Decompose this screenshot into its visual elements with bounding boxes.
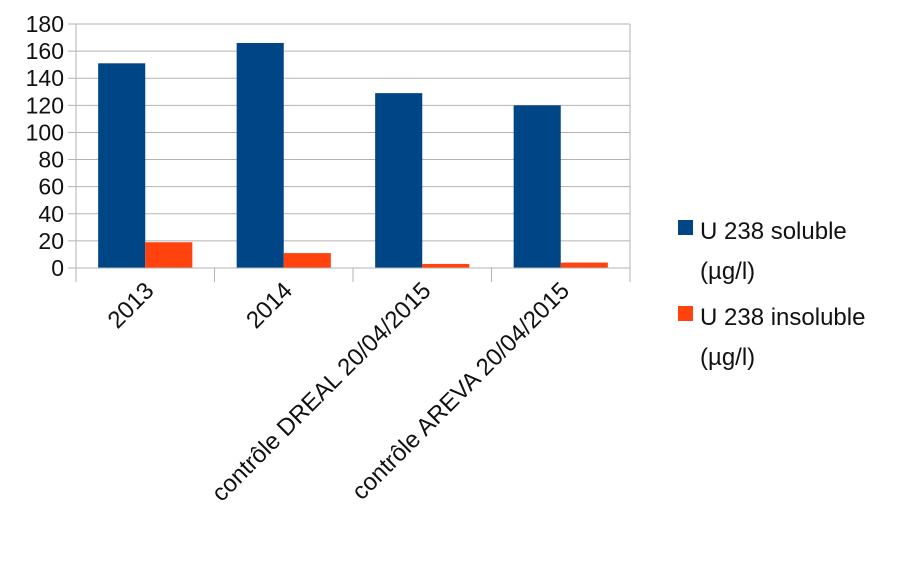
legend: U 238 soluble (µg/l) U 238 insoluble (µg… bbox=[678, 212, 893, 384]
bar-0-1 bbox=[236, 42, 284, 268]
bar-0-2 bbox=[375, 93, 423, 268]
y-tick-label-140: 140 bbox=[26, 65, 64, 91]
legend-label-soluble: U 238 soluble (µg/l) bbox=[700, 218, 847, 285]
bar-1-0 bbox=[145, 242, 193, 268]
x-tick-label-3: contrôle AREVA 20/04/2015 bbox=[347, 277, 575, 505]
y-tick-label-100: 100 bbox=[26, 119, 64, 145]
y-tick-label-20: 20 bbox=[38, 228, 64, 254]
x-tick-label-2: contrôle DREAL 20/04/2015 bbox=[207, 277, 437, 507]
y-tick-label-120: 120 bbox=[26, 92, 64, 118]
legend-swatch-insoluble bbox=[678, 306, 693, 321]
bar-1-2 bbox=[422, 263, 470, 268]
legend-item-soluble: U 238 soluble (µg/l) bbox=[678, 212, 893, 292]
y-tick-label-160: 160 bbox=[26, 38, 64, 64]
y-tick-label-0: 0 bbox=[51, 255, 64, 281]
y-tick-label-60: 60 bbox=[38, 174, 64, 200]
y-tick-label-180: 180 bbox=[26, 11, 64, 37]
y-tick-label-40: 40 bbox=[38, 201, 64, 227]
x-tick-label-1: 2014 bbox=[241, 277, 298, 334]
y-tick-label-80: 80 bbox=[38, 147, 64, 173]
bar-0-0 bbox=[98, 63, 146, 268]
x-tick-label-0: 2013 bbox=[103, 277, 160, 334]
bar-1-3 bbox=[560, 262, 608, 268]
legend-label-insoluble: U 238 insoluble (µg/l) bbox=[700, 304, 866, 371]
legend-item-insoluble: U 238 insoluble (µg/l) bbox=[678, 298, 893, 378]
bar-1-1 bbox=[283, 253, 331, 268]
legend-swatch-soluble bbox=[678, 220, 693, 235]
bar-0-3 bbox=[513, 105, 561, 268]
